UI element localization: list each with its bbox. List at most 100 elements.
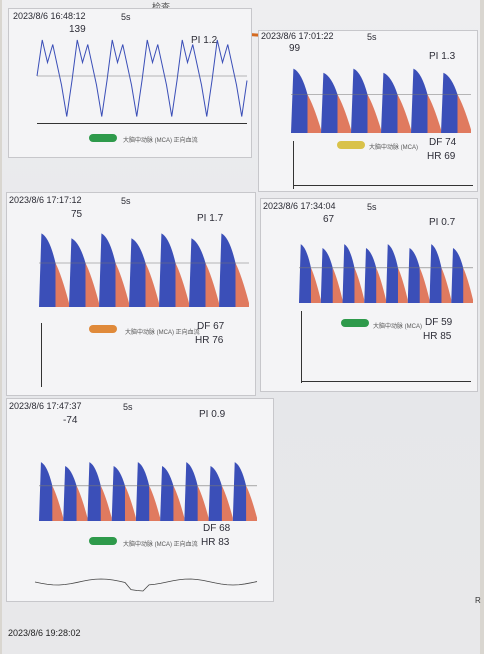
legend-color-chip xyxy=(89,325,117,333)
velocity-trace-line xyxy=(36,39,248,117)
systolic-wave-blue xyxy=(208,465,224,521)
df-value: DF 68 xyxy=(203,523,231,534)
ecg-axis xyxy=(41,323,42,387)
panel-timestamp: 2023/8/6 16:48:12 xyxy=(13,11,86,21)
diastolic-wave-red xyxy=(85,263,99,307)
systolic-wave-blue xyxy=(184,462,200,521)
hr-value: HR 76 xyxy=(195,335,224,346)
legend-color-chip xyxy=(337,141,365,149)
velocity-value: 67 xyxy=(323,214,335,225)
systolic-wave-blue xyxy=(69,238,88,307)
doppler-panel-2: 2023/8/6 17:01:22 5s 99 PI 1.3 大脑中动脉 (MC… xyxy=(258,30,478,192)
doppler-panel-5: 2023/8/6 17:47:37 5s -74 PI 0.9 大脑中动脉 (M… xyxy=(6,398,274,602)
systolic-wave-blue xyxy=(111,465,127,521)
wave-baseline xyxy=(37,123,247,124)
diastolic-wave-red xyxy=(124,485,136,521)
sweep-speed: 5s xyxy=(121,196,131,206)
systolic-wave-blue xyxy=(135,462,151,521)
ecg-line xyxy=(34,578,258,592)
diastolic-wave-red xyxy=(55,263,69,307)
pi-value: PI 1.3 xyxy=(429,51,456,62)
pi-value: PI 1.7 xyxy=(197,213,224,224)
edge-mark: R xyxy=(475,596,481,605)
diastolic-wave-red xyxy=(332,267,343,303)
systolic-wave-blue xyxy=(299,244,313,303)
systolic-wave-blue xyxy=(407,247,422,303)
pi-value: PI 0.9 xyxy=(199,409,226,420)
pi-value: PI 0.7 xyxy=(429,217,456,228)
doppler-panel-4: 2023/8/6 17:34:04 5s 67 PI 0.7 大脑中动脉 (MC… xyxy=(260,198,478,392)
df-value: DF 74 xyxy=(429,137,457,148)
waveform-5 xyxy=(39,462,257,521)
panel-timestamp: 2023/8/6 17:17:12 xyxy=(9,195,82,205)
systolic-wave-blue xyxy=(342,244,356,303)
systolic-wave-blue xyxy=(219,233,238,307)
systolic-wave-blue xyxy=(321,72,340,133)
legend-color-chip xyxy=(89,537,117,545)
diastolic-wave-red xyxy=(145,263,159,307)
systolic-wave-blue xyxy=(87,462,103,521)
systolic-wave-blue xyxy=(451,247,465,303)
waveform-4 xyxy=(299,244,473,303)
df-value: DF 59 xyxy=(425,317,453,328)
hr-value: HR 69 xyxy=(427,151,456,162)
systolic-wave-blue xyxy=(129,238,148,307)
velocity-value: -74 xyxy=(63,415,78,426)
systolic-wave-blue xyxy=(160,465,176,521)
df-value: DF 67 xyxy=(197,321,225,332)
diastolic-wave-red xyxy=(175,263,189,307)
systolic-wave-blue xyxy=(232,462,248,521)
hr-value: HR 85 xyxy=(423,331,452,342)
diastolic-wave-red xyxy=(397,94,411,133)
diastolic-wave-red xyxy=(246,485,257,521)
velocity-value: 139 xyxy=(69,24,86,35)
diastolic-wave-red xyxy=(367,94,381,133)
ecg-axis xyxy=(293,141,294,189)
diastolic-wave-red xyxy=(427,94,441,133)
systolic-wave-blue xyxy=(320,247,335,303)
systolic-wave-blue xyxy=(99,233,118,307)
ecg-baseline xyxy=(293,185,473,186)
legend-label: 大脑中动脉 (MCA) xyxy=(373,324,422,330)
legend-label: 大脑中动脉 (MCA) xyxy=(369,145,418,151)
systolic-wave-blue xyxy=(386,244,400,303)
diastolic-wave-red xyxy=(197,485,209,521)
pi-value: PI 1.2 xyxy=(191,35,218,46)
ecg-axis xyxy=(301,311,302,383)
diastolic-wave-red xyxy=(76,485,88,521)
systolic-wave-blue xyxy=(39,233,58,307)
velocity-value: 99 xyxy=(289,43,301,54)
systolic-wave-blue xyxy=(189,238,208,307)
legend-label: 大脑中动脉 (MCA) 正向血流 xyxy=(123,138,198,144)
panel-timestamp: 2023/8/6 17:47:37 xyxy=(9,401,82,411)
diastolic-wave-red xyxy=(205,263,219,307)
systolic-wave-blue xyxy=(411,68,430,133)
print-timestamp: 2023/8/6 19:28:02 xyxy=(8,628,81,638)
systolic-wave-blue xyxy=(364,247,378,303)
diastolic-wave-red xyxy=(149,485,161,521)
ecg-baseline xyxy=(301,381,471,382)
sweep-speed: 5s xyxy=(367,32,377,42)
systolic-wave-blue xyxy=(429,244,443,303)
diastolic-wave-red xyxy=(397,267,408,303)
diastolic-wave-red xyxy=(173,485,185,521)
sheet-header-tag: 检查 xyxy=(152,2,171,12)
waveform-1 xyxy=(36,39,248,117)
legend-label: 大脑中动脉 (MCA) 正向血流 xyxy=(123,542,198,548)
diastolic-wave-red xyxy=(310,267,321,303)
diastolic-wave-red xyxy=(235,263,249,307)
systolic-wave-blue xyxy=(39,462,55,521)
diastolic-wave-red xyxy=(354,267,365,303)
diastolic-wave-red xyxy=(376,267,386,303)
sweep-speed: 5s xyxy=(121,12,131,22)
sweep-speed: 5s xyxy=(123,402,133,412)
doppler-panel-1: 2023/8/6 16:48:12 5s 139 PI 1.2 大脑中动脉 (M… xyxy=(8,8,252,158)
hr-value: HR 83 xyxy=(201,537,230,548)
diastolic-wave-red xyxy=(337,94,351,133)
legend-color-chip xyxy=(341,319,369,327)
velocity-value: 75 xyxy=(71,209,83,220)
doppler-panel-3: 2023/8/6 17:17:12 5s 75 PI 1.7 大脑中动脉 (MC… xyxy=(6,192,256,396)
systolic-wave-blue xyxy=(159,233,178,307)
systolic-wave-blue xyxy=(381,72,400,133)
